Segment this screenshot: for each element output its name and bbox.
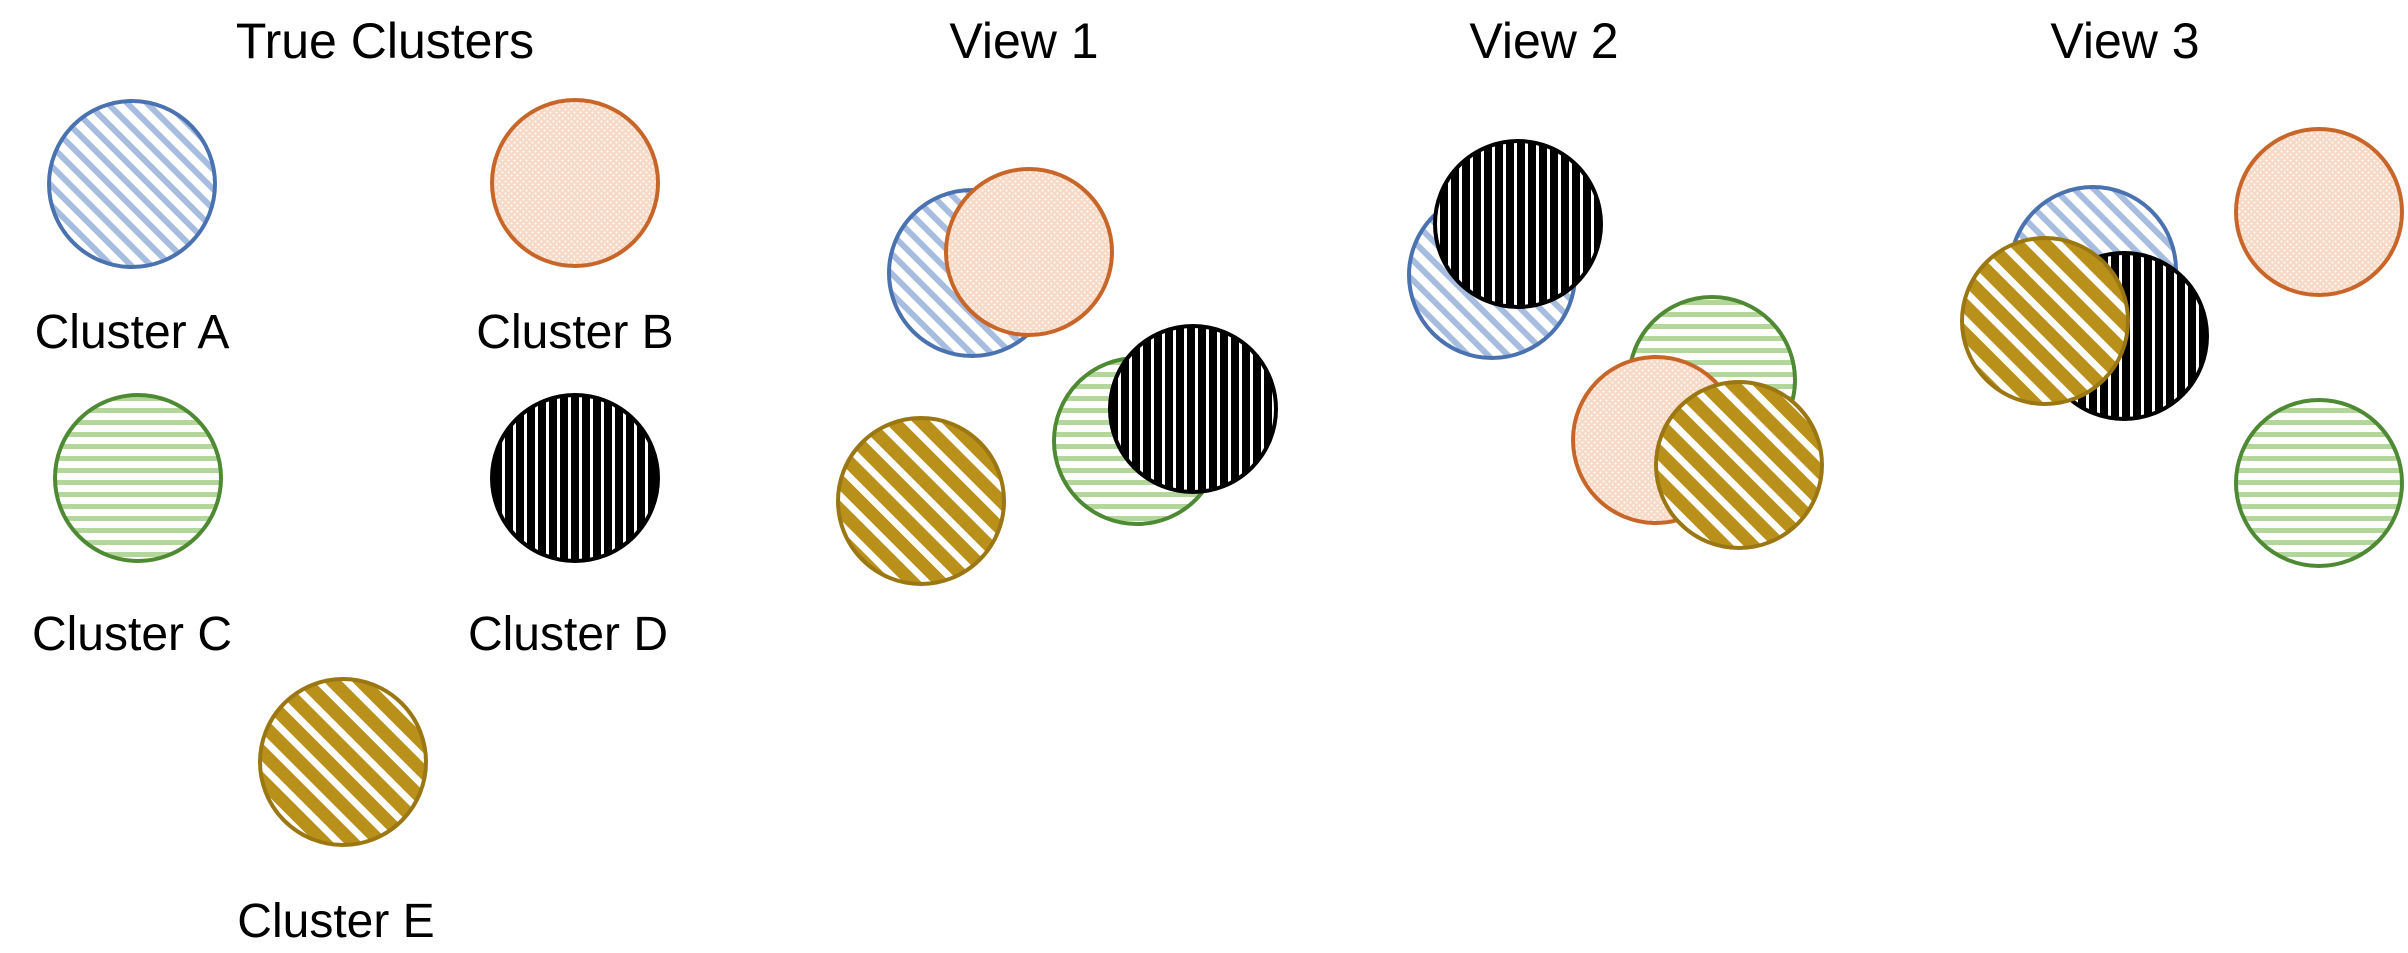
- cluster-a-label: Cluster A: [35, 306, 230, 359]
- true-cluster-d-circle: [490, 393, 660, 563]
- cluster-e-label: Cluster E: [237, 895, 434, 948]
- view1-cluster-e-circle: [836, 416, 1006, 586]
- view2-cluster-e-circle: [1654, 380, 1824, 550]
- true-cluster-b-circle: [490, 98, 660, 268]
- panel-title-view-2: View 2: [1469, 13, 1618, 69]
- true-cluster-e-circle: [258, 677, 428, 847]
- true-cluster-c-circle: [53, 393, 223, 563]
- panel-title-true-clusters: True Clusters: [236, 13, 534, 69]
- cluster-b-label: Cluster B: [476, 306, 673, 359]
- view3-cluster-c-circle: [2234, 398, 2404, 568]
- view3-cluster-e-circle: [1960, 236, 2130, 406]
- panel-title-view-3: View 3: [2050, 13, 2199, 69]
- view1-cluster-b-circle: [944, 167, 1114, 337]
- view3-cluster-b-circle: [2234, 127, 2404, 297]
- panel-title-view-1: View 1: [949, 13, 1098, 69]
- cluster-d-label: Cluster D: [468, 608, 668, 661]
- view1-cluster-d-circle: [1108, 324, 1278, 494]
- view2-cluster-d-circle: [1433, 139, 1603, 309]
- cluster-c-label: Cluster C: [32, 608, 232, 661]
- true-cluster-a-circle: [47, 99, 217, 269]
